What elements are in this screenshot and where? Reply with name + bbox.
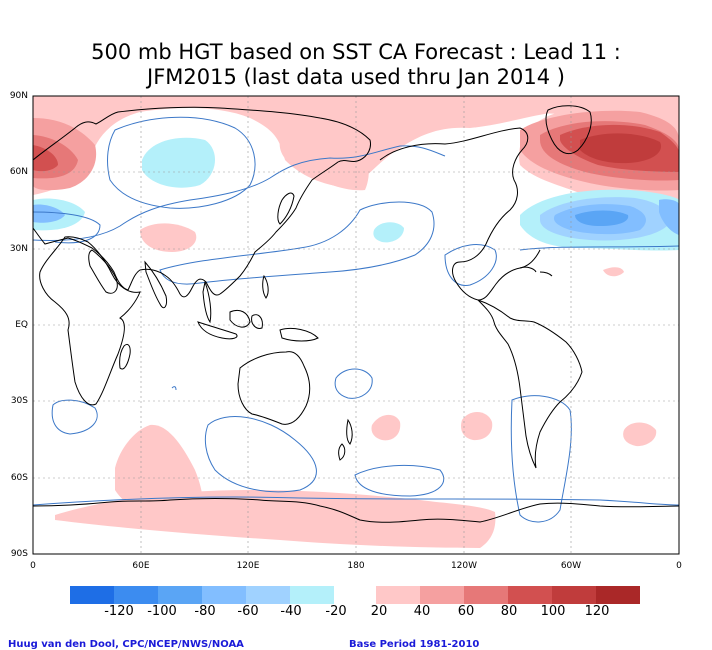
colorbar-positive-swatch-6 xyxy=(596,586,640,604)
lon-label-0: 0 xyxy=(30,561,36,571)
lat-lon-grid xyxy=(33,96,679,554)
lon-label-0-east: 0 xyxy=(676,561,682,571)
colorbar-negative-swatches xyxy=(70,586,334,604)
colorbar-label-80: 80 xyxy=(500,604,518,619)
colorbar-label-40: 40 xyxy=(413,604,431,619)
map-title-line-1: 500 mb HGT based on SST CA Forecast : Le… xyxy=(91,40,621,64)
height-contours xyxy=(33,116,679,523)
colorbar-positive-swatches xyxy=(376,586,640,604)
colorbar-negative-swatch-3 xyxy=(158,586,202,604)
map-title-line-2: JFM2015 (last data used thru Jan 2014 ) xyxy=(147,65,565,89)
colorbar-label-minus-100: -100 xyxy=(147,604,177,619)
colorbar-label-120: 120 xyxy=(584,604,610,619)
author-credit: Huug van den Dool, CPC/NCEP/NWS/NOAA xyxy=(8,639,244,650)
lon-label-180: 180 xyxy=(347,561,365,571)
colorbar-label-minus-80: -80 xyxy=(194,604,216,619)
lat-label-90n: 90N xyxy=(9,91,28,101)
colorbar-negative-swatch-2 xyxy=(114,586,158,604)
colorbar-positive-swatch-2 xyxy=(420,586,464,604)
lon-label-120e: 120E xyxy=(236,561,260,571)
lat-label-eq: EQ xyxy=(15,320,28,330)
lat-label-90s: 90S xyxy=(10,549,28,559)
colorbar-positive-swatch-4 xyxy=(508,586,552,604)
colorbar-label-100: 100 xyxy=(540,604,566,619)
colorbar-negative-swatch-1 xyxy=(70,586,114,604)
coastlines xyxy=(33,105,679,523)
colorbar-positive-swatch-3 xyxy=(464,586,508,604)
colorbar-negative-swatch-6 xyxy=(290,586,334,604)
base-period: Base Period 1981-2010 xyxy=(349,639,480,650)
lon-label-120w: 120W xyxy=(450,561,478,571)
colorbar-label-minus-120: -120 xyxy=(104,604,134,619)
lon-label-60w: 60W xyxy=(560,561,582,571)
colorbar xyxy=(70,586,640,604)
colorbar-positive-swatch-1 xyxy=(376,586,420,604)
lon-label-60e: 60E xyxy=(132,561,150,571)
colorbar-label-minus-60: -60 xyxy=(237,604,259,619)
negative-anomaly-areas xyxy=(33,137,679,251)
lat-label-30n: 30N xyxy=(9,244,28,254)
lat-label-30s: 30S xyxy=(10,396,28,406)
colorbar-negative-swatch-4 xyxy=(202,586,246,604)
colorbar-label-minus-40: -40 xyxy=(280,604,302,619)
colorbar-positive-swatch-5 xyxy=(552,586,596,604)
colorbar-negative-swatch-5 xyxy=(246,586,290,604)
strong-positive-anomaly-areas xyxy=(33,110,679,191)
lat-label-60n: 60N xyxy=(9,167,28,177)
lat-label-60s: 60S xyxy=(10,473,28,483)
colorbar-label-minus-20: -20 xyxy=(325,604,347,619)
colorbar-label-60: 60 xyxy=(457,604,475,619)
colorbar-label-20: 20 xyxy=(370,604,388,619)
map-frame xyxy=(32,95,680,555)
